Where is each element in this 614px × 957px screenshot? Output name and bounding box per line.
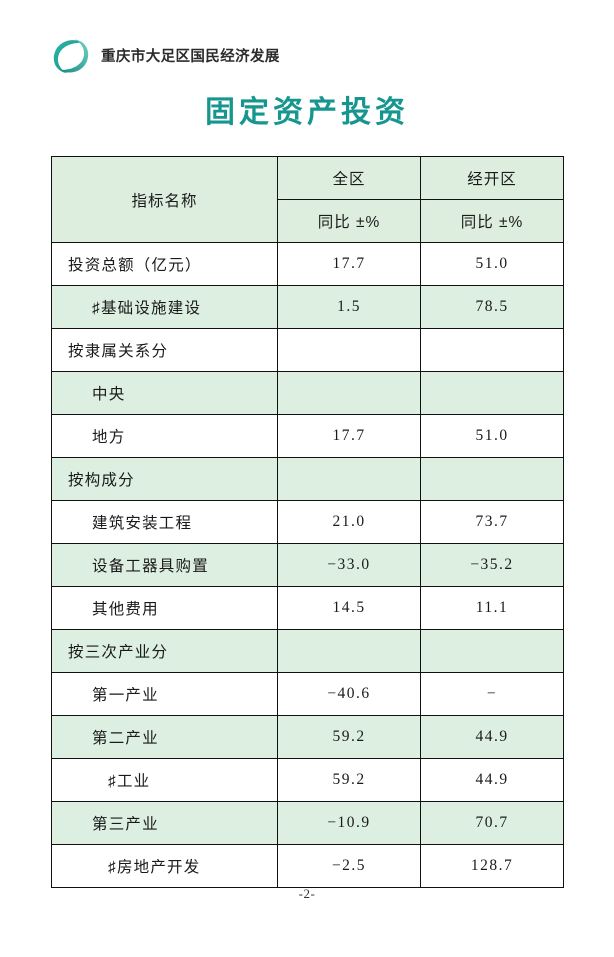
page-number-footer: -2- bbox=[298, 886, 316, 901]
row-value-jingkaiqu: 128.7 bbox=[420, 844, 564, 888]
table-row: 建筑安装工程 21.0 73.7 bbox=[51, 500, 564, 544]
row-indicator-name: 其他费用 bbox=[51, 586, 278, 630]
row-indicator-name: ♯房地产开发 bbox=[51, 844, 278, 888]
table-row: 中央 bbox=[51, 371, 564, 415]
row-value-jingkaiqu: −35.2 bbox=[420, 543, 564, 587]
row-value-quanqu bbox=[277, 371, 421, 415]
row-indicator-name: 按三次产业分 bbox=[51, 629, 278, 673]
row-indicator-name: 地方 bbox=[51, 414, 278, 458]
row-value-quanqu: −33.0 bbox=[277, 543, 421, 587]
column-subheader-quanqu-yoy: 同比 ±% bbox=[277, 199, 421, 243]
row-value-jingkaiqu: 44.9 bbox=[420, 715, 564, 759]
row-value-quanqu bbox=[277, 457, 421, 501]
row-value-jingkaiqu: 51.0 bbox=[420, 414, 564, 458]
table-row: 地方 17.7 51.0 bbox=[51, 414, 564, 458]
row-value-jingkaiqu: 70.7 bbox=[420, 801, 564, 845]
row-value-jingkaiqu bbox=[420, 629, 564, 673]
row-value-quanqu bbox=[277, 629, 421, 673]
row-indicator-name: 投资总额（亿元） bbox=[51, 242, 278, 286]
row-indicator-name: 中央 bbox=[51, 371, 278, 415]
row-indicator-name: 按隶属关系分 bbox=[51, 328, 278, 372]
table-row: 第三产业 −10.9 70.7 bbox=[51, 801, 564, 845]
row-value-jingkaiqu bbox=[420, 328, 564, 372]
table-header-row-sub: 同比 ±% 同比 ±% bbox=[52, 199, 564, 243]
row-value-quanqu: 17.7 bbox=[277, 242, 421, 286]
table-row: 其他费用 14.5 11.1 bbox=[51, 586, 564, 630]
row-value-quanqu bbox=[277, 328, 421, 372]
row-value-jingkaiqu: 73.7 bbox=[420, 500, 564, 544]
row-value-quanqu: −2.5 bbox=[277, 844, 421, 888]
row-indicator-name: 建筑安装工程 bbox=[51, 500, 278, 544]
table-header-row-main: 指标名称 全区 经开区 bbox=[51, 156, 564, 243]
table-row: 投资总额（亿元） 17.7 51.0 bbox=[51, 242, 564, 286]
row-indicator-name: 设备工器具购置 bbox=[51, 543, 278, 587]
row-value-quanqu: 14.5 bbox=[277, 586, 421, 630]
table-body: 投资总额（亿元） 17.7 51.0 ♯基础设施建设 1.5 78.5 按隶属关系分 中央 地方… bbox=[51, 242, 564, 888]
column-header-indicator-name: 指标名称 bbox=[51, 156, 278, 243]
row-value-quanqu: 59.2 bbox=[277, 715, 421, 759]
row-value-quanqu: 17.7 bbox=[277, 414, 421, 458]
row-value-jingkaiqu: 78.5 bbox=[420, 285, 564, 329]
row-value-jingkaiqu bbox=[420, 457, 564, 501]
row-value-quanqu: 21.0 bbox=[277, 500, 421, 544]
row-value-quanqu: −40.6 bbox=[277, 672, 421, 716]
statistics-table-container: 指标名称 全区 经开区 同比 ±% 同比 ±% 投资总额（亿元） 17.7 51.0… bbox=[51, 156, 564, 888]
row-indicator-name: ♯基础设施建设 bbox=[51, 285, 278, 329]
document-header: 重庆市大足区国民经济发展 bbox=[48, 34, 280, 78]
row-value-quanqu: 59.2 bbox=[277, 758, 421, 802]
table-header: 指标名称 全区 经开区 同比 ±% 同比 ±% bbox=[51, 156, 564, 243]
table-row: 第二产业 59.2 44.9 bbox=[51, 715, 564, 759]
table-row: 按构成分 bbox=[51, 457, 564, 501]
fixed-asset-investment-table: 指标名称 全区 经开区 同比 ±% 同比 ±% 投资总额（亿元） 17.7 51.0… bbox=[51, 156, 564, 888]
table-row: 设备工器具购置 −33.0 −35.2 bbox=[51, 543, 564, 587]
row-value-jingkaiqu: 11.1 bbox=[420, 586, 564, 630]
column-header-jingkaiqu: 经开区 bbox=[420, 156, 564, 200]
table-row: ♯基础设施建设 1.5 78.5 bbox=[51, 285, 564, 329]
row-indicator-name: 按构成分 bbox=[51, 457, 278, 501]
row-indicator-name: ♯工业 bbox=[51, 758, 278, 802]
page-title: 固定资产投资 bbox=[205, 96, 409, 129]
row-value-quanqu: 1.5 bbox=[277, 285, 421, 329]
row-value-jingkaiqu: 44.9 bbox=[420, 758, 564, 802]
table-row: 按三次产业分 bbox=[51, 629, 564, 673]
organization-name: 重庆市大足区国民经济发展 bbox=[101, 48, 280, 65]
swoosh-circle-logo-icon bbox=[53, 39, 89, 74]
row-value-jingkaiqu: − bbox=[420, 672, 564, 716]
table-row: 按隶属关系分 bbox=[51, 328, 564, 372]
table-row: ♯工业 59.2 44.9 bbox=[51, 758, 564, 802]
row-value-jingkaiqu: 51.0 bbox=[420, 242, 564, 286]
table-row: ♯房地产开发 −2.5 128.7 bbox=[51, 844, 564, 888]
row-indicator-name: 第三产业 bbox=[51, 801, 278, 845]
column-header-quanqu: 全区 bbox=[277, 156, 421, 200]
column-subheader-jingkaiqu-yoy: 同比 ±% bbox=[420, 199, 564, 243]
row-value-jingkaiqu bbox=[420, 371, 564, 415]
row-value-quanqu: −10.9 bbox=[277, 801, 421, 845]
row-indicator-name: 第二产业 bbox=[51, 715, 278, 759]
table-row: 第一产业 −40.6− bbox=[51, 672, 564, 716]
row-indicator-name: 第一产业 bbox=[51, 672, 278, 716]
